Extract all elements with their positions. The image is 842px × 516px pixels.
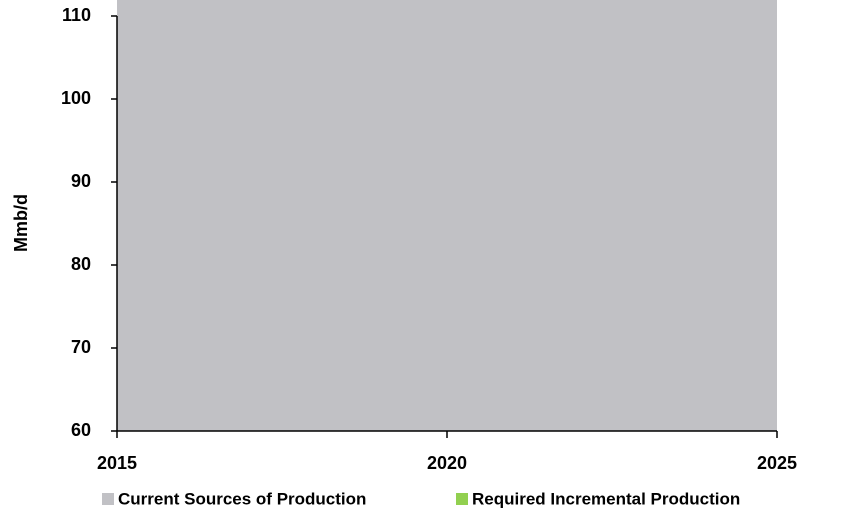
- y-tick-label: 110: [62, 5, 91, 25]
- legend-swatch: [102, 493, 114, 505]
- legend-label: Required Incremental Production: [472, 489, 740, 508]
- x-tick-label: 2015: [97, 453, 137, 473]
- area: [117, 0, 777, 431]
- legend-swatch: [456, 493, 468, 505]
- y-tick-label: 90: [71, 171, 91, 191]
- x-tick-label: 2020: [427, 453, 467, 473]
- y-tick-label: 60: [71, 420, 91, 440]
- y-tick-label: 80: [71, 254, 91, 274]
- y-tick-label: 70: [71, 337, 91, 357]
- x-tick-label: 2025: [757, 453, 797, 473]
- y-tick-label: 100: [61, 88, 91, 108]
- legend-label: Current Sources of Production: [118, 489, 366, 508]
- y-axis-label: Mmb/d: [11, 194, 31, 252]
